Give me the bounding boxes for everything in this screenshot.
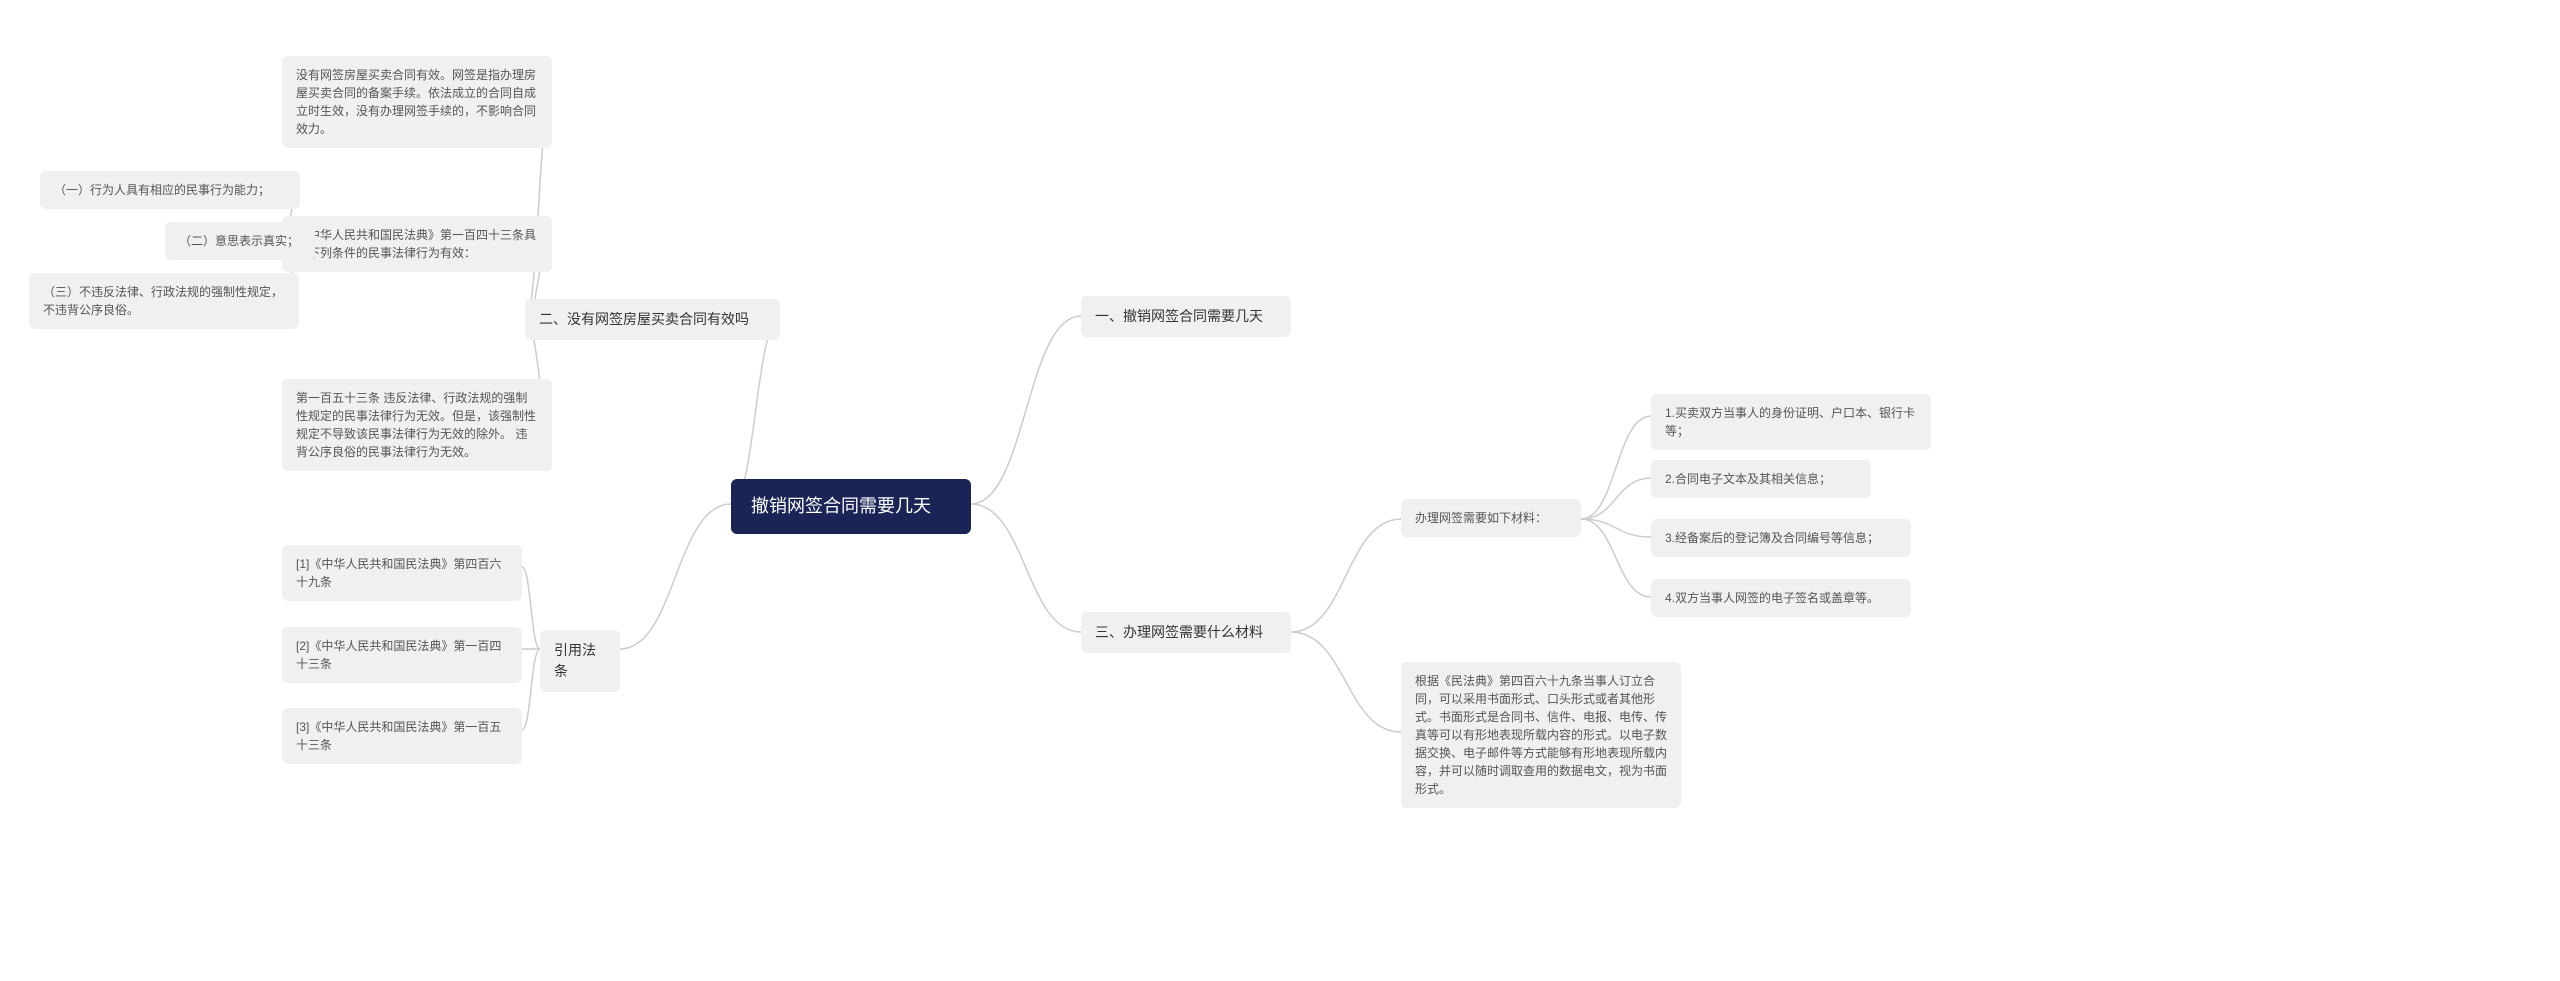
branch-l2[interactable]: 二、没有网签房屋买卖合同有效吗 xyxy=(525,299,780,340)
node-r3b[interactable]: 根据《民法典》第四百六十九条当事人订立合同，可以采用书面形式、口头形式或者其他形… xyxy=(1401,662,1681,808)
root-node[interactable]: 撤销网签合同需要几天 xyxy=(731,479,971,534)
node-l2b[interactable]: 《中华人民共和国民法典》第一百四十三条具备下列条件的民事法律行为有效： xyxy=(282,216,552,272)
branch-r1[interactable]: 一、撤销网签合同需要几天 xyxy=(1081,296,1291,337)
node-l2c[interactable]: 第一百五十三条 违反法律、行政法规的强制性规定的民事法律行为无效。但是，该强制性… xyxy=(282,379,552,471)
node-l2a[interactable]: 没有网签房屋买卖合同有效。网签是指办理房屋买卖合同的备案手续。依法成立的合同自成… xyxy=(282,56,552,148)
branch-lref[interactable]: 引用法条 xyxy=(540,630,620,692)
node-lref2[interactable]: [2]《中华人民共和国民法典》第一百四十三条 xyxy=(282,627,522,683)
node-l2b3[interactable]: （三）不违反法律、行政法规的强制性规定，不违背公序良俗。 xyxy=(29,273,299,329)
branch-r3[interactable]: 三、办理网签需要什么材料 xyxy=(1081,612,1291,653)
node-r3a4[interactable]: 4.双方当事人网签的电子签名或盖章等。 xyxy=(1651,579,1911,617)
node-lref3[interactable]: [3]《中华人民共和国民法典》第一百五十三条 xyxy=(282,708,522,764)
node-r3a2[interactable]: 2.合同电子文本及其相关信息； xyxy=(1651,460,1871,498)
node-lref1[interactable]: [1]《中华人民共和国民法典》第四百六十九条 xyxy=(282,545,522,601)
node-l2b1[interactable]: （一）行为人具有相应的民事行为能力； xyxy=(40,171,300,209)
node-r3a3[interactable]: 3.经备案后的登记簿及合同编号等信息； xyxy=(1651,519,1911,557)
node-l2b2[interactable]: （二）意思表示真实； xyxy=(165,222,315,260)
node-r3a1[interactable]: 1.买卖双方当事人的身份证明、户口本、银行卡等； xyxy=(1651,394,1931,450)
node-r3a[interactable]: 办理网签需要如下材料： xyxy=(1401,499,1581,537)
